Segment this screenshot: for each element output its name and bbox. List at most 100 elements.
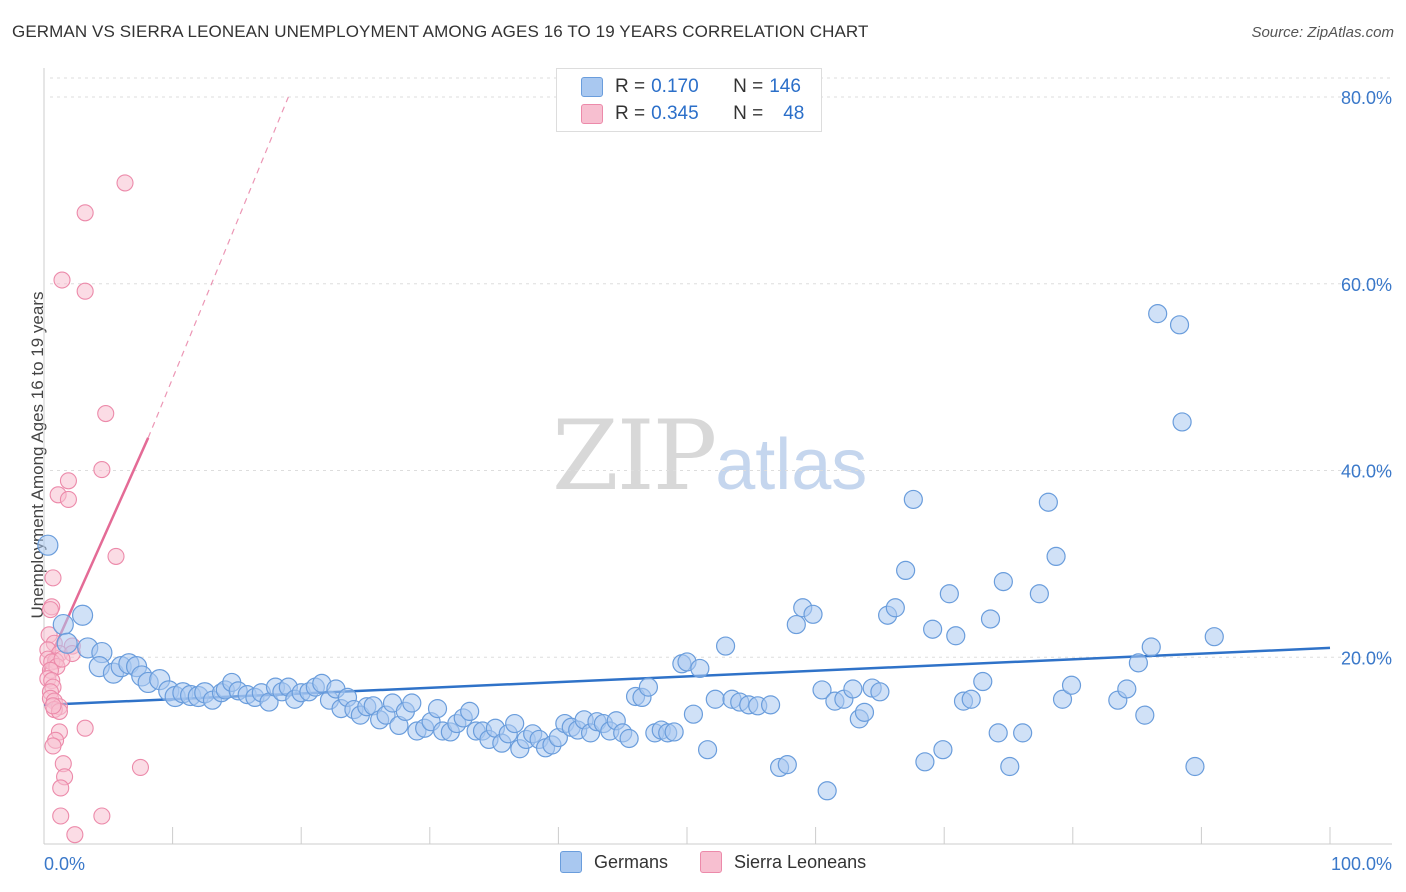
germans-point: [1141, 637, 1161, 657]
x-tick-label: 100.0%: [1331, 854, 1392, 874]
germans-point: [505, 713, 525, 734]
germans-point: [973, 671, 993, 692]
legend-item-sierra: Sierra Leoneans: [700, 851, 866, 873]
germans-swatch: [581, 77, 603, 97]
germans-point: [854, 702, 875, 722]
watermark-zip: ZIP: [552, 400, 717, 512]
germans-point: [988, 723, 1008, 743]
germans-r-value: 0.170: [651, 76, 699, 97]
germans-point: [915, 752, 935, 772]
germans-point: [1117, 679, 1137, 699]
germans-point: [1038, 492, 1058, 512]
r-label: R =: [615, 103, 646, 124]
germans-point: [961, 689, 981, 709]
germans-point: [1128, 653, 1148, 673]
x-tick-label: 0.0%: [44, 854, 85, 874]
legend-row-germans: R = 0.170 N = 146: [581, 74, 801, 100]
germans-point: [803, 604, 823, 624]
germans-point: [683, 704, 704, 724]
sierra-point: [76, 204, 94, 222]
germans-point: [1135, 705, 1155, 725]
sierra-point: [66, 826, 84, 844]
tick-labels: 20.0% 40.0% 60.0% 80.0% 0.0% 100.0%: [44, 88, 1392, 874]
germans-point: [870, 682, 890, 702]
germans-point: [427, 699, 448, 719]
sierra-point: [76, 282, 94, 300]
sierra-swatch: [581, 104, 603, 124]
germans-point: [619, 728, 639, 749]
sierra-r-value: 0.345: [651, 103, 699, 124]
germans-point: [817, 781, 837, 801]
chart-title: GERMAN VS SIERRA LEONEAN UNEMPLOYMENT AM…: [12, 22, 869, 41]
watermark: ZIPatlas: [552, 400, 867, 512]
germans-legend-label: Germans: [594, 851, 669, 872]
sierra-point: [107, 547, 125, 565]
germans-n-value: 146: [769, 76, 801, 97]
germans-point: [705, 689, 725, 709]
legend-item-germans: Germans: [560, 851, 668, 873]
stats-legend: R = 0.170 N = 146 R = 0.345 N = 48: [556, 68, 822, 132]
germans-point: [664, 722, 684, 742]
germans-point: [946, 626, 966, 646]
sierra-point: [44, 737, 62, 755]
germans-point: [1029, 584, 1049, 604]
germans-points: [37, 304, 1224, 801]
sierra-swatch: [700, 851, 723, 873]
legend-row-sierra: R = 0.345 N = 48: [581, 101, 804, 127]
germans-point: [1185, 756, 1205, 777]
sierra-trend-extension: [147, 96, 289, 439]
sierra-point: [76, 719, 94, 737]
sierra-point: [44, 569, 62, 587]
germans-point: [1204, 627, 1224, 647]
germans-point: [896, 560, 916, 581]
germans-point: [52, 613, 74, 636]
germans-point: [56, 632, 78, 654]
y-tick-label: 40.0%: [1341, 462, 1392, 482]
source-label: Source: ZipAtlas.com: [1251, 24, 1394, 41]
sierra-n-value: 48: [783, 103, 805, 124]
germans-point: [715, 636, 736, 656]
germans-point: [71, 604, 94, 626]
sierra-point: [44, 697, 62, 715]
germans-point: [843, 679, 863, 699]
germans-point: [1000, 756, 1020, 777]
germans-point: [690, 658, 710, 679]
series-legend: Germans Sierra Leoneans: [560, 851, 898, 873]
sierra-leoneans-points: [39, 174, 149, 844]
n-label: N =: [733, 103, 764, 124]
germans-point: [812, 680, 832, 700]
sierra-point: [93, 461, 111, 479]
germans-point: [993, 572, 1013, 592]
germans-point: [460, 701, 480, 722]
sierra-point: [52, 779, 70, 797]
sierra-legend-label: Sierra Leoneans: [734, 851, 867, 872]
germans-point: [786, 614, 806, 635]
germans-point: [37, 534, 59, 556]
germans-swatch: [560, 851, 582, 873]
sierra-point: [59, 490, 77, 508]
n-label: N =: [733, 76, 764, 97]
trend-lines: [42, 96, 1331, 707]
sierra-point: [93, 807, 111, 825]
watermark-atlas: atlas: [715, 425, 868, 505]
sierra-point: [59, 472, 77, 490]
sierra-point: [131, 758, 149, 776]
germans-point: [402, 693, 422, 713]
germans-point: [1169, 315, 1190, 335]
sierra-point: [97, 404, 115, 423]
germans-point: [1061, 675, 1082, 695]
axes: [43, 68, 1392, 845]
sierra-point: [53, 271, 71, 289]
germans-point: [903, 489, 923, 510]
germans-point: [760, 695, 781, 715]
germans-point: [1052, 689, 1073, 709]
y-tick-label: 80.0%: [1341, 88, 1392, 108]
germans-point: [697, 740, 718, 760]
germans-point: [885, 598, 905, 618]
y-tick-label: 60.0%: [1341, 275, 1392, 295]
sierra-point: [52, 807, 70, 825]
germans-point: [939, 584, 959, 604]
grid-lines: [50, 77, 1392, 658]
germans-point: [638, 677, 659, 697]
